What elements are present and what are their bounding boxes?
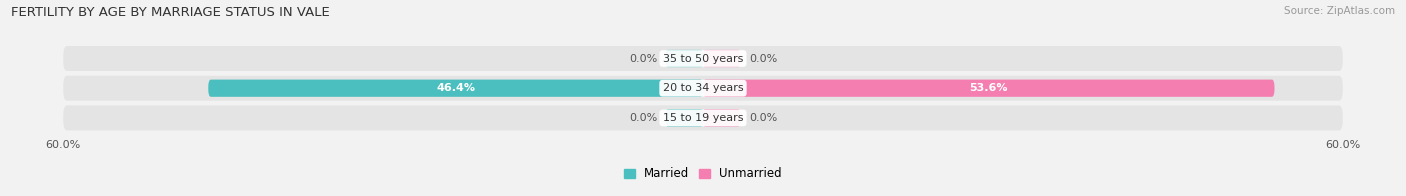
FancyBboxPatch shape: [63, 46, 1343, 71]
Text: 0.0%: 0.0%: [749, 113, 778, 123]
Text: 0.0%: 0.0%: [628, 54, 657, 64]
Text: 35 to 50 years: 35 to 50 years: [662, 54, 744, 64]
FancyBboxPatch shape: [703, 80, 1274, 97]
FancyBboxPatch shape: [63, 76, 1343, 101]
FancyBboxPatch shape: [703, 109, 741, 126]
Text: 0.0%: 0.0%: [749, 54, 778, 64]
Text: FERTILITY BY AGE BY MARRIAGE STATUS IN VALE: FERTILITY BY AGE BY MARRIAGE STATUS IN V…: [11, 6, 330, 19]
Text: 20 to 34 years: 20 to 34 years: [662, 83, 744, 93]
FancyBboxPatch shape: [208, 80, 703, 97]
Text: Source: ZipAtlas.com: Source: ZipAtlas.com: [1284, 6, 1395, 16]
Text: 15 to 19 years: 15 to 19 years: [662, 113, 744, 123]
Text: 0.0%: 0.0%: [628, 113, 657, 123]
Text: 53.6%: 53.6%: [970, 83, 1008, 93]
FancyBboxPatch shape: [63, 105, 1343, 130]
FancyBboxPatch shape: [703, 50, 741, 67]
FancyBboxPatch shape: [665, 50, 703, 67]
FancyBboxPatch shape: [665, 109, 703, 126]
Legend: Married, Unmarried: Married, Unmarried: [620, 163, 786, 185]
Text: 46.4%: 46.4%: [436, 83, 475, 93]
